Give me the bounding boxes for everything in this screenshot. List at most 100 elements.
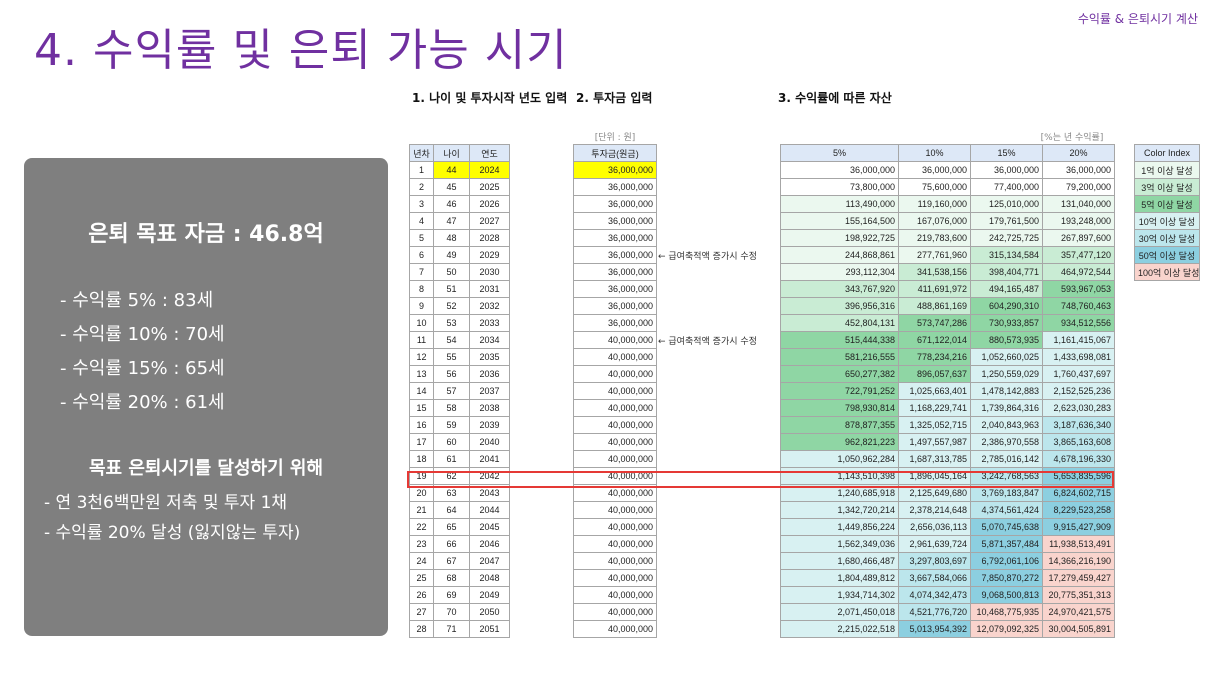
- table-cell: 934,512,556: [1042, 314, 1115, 332]
- table-cell: 2,071,450,018: [780, 603, 899, 621]
- table-row: 100억 이상 달성: [1134, 263, 1200, 281]
- table-cell: 315,134,584: [970, 246, 1043, 264]
- table-cell: 10,468,775,935: [970, 603, 1043, 621]
- table-cell: 4,374,561,424: [970, 501, 1043, 519]
- table-row: 452,804,131 573,747,286 730,933,857 934,512…: [780, 314, 1115, 332]
- table-cell: 69: [433, 586, 470, 604]
- table-cell: 2024: [469, 161, 510, 179]
- action-item: - 수익률 20% 달성 (잃지않는 투자): [44, 523, 301, 543]
- table-cell: 36,000,000: [573, 263, 657, 281]
- invest-unit: [단위 : 원]: [594, 133, 636, 143]
- table-cell: 2041: [469, 450, 510, 468]
- table-row: 1,934,714,302 4,074,342,473 9,068,500,813 2…: [780, 586, 1115, 604]
- table-cell: 12,079,092,325: [970, 620, 1043, 638]
- table-cell: 11: [409, 331, 434, 349]
- table-cell: 5,070,745,638: [970, 518, 1043, 536]
- table-cell: 4,074,342,473: [898, 586, 971, 604]
- table-cell: 4: [409, 212, 434, 230]
- table-cell: 9,068,500,813: [970, 586, 1043, 604]
- table-cell: 22: [409, 518, 434, 536]
- table-cell: 9,915,427,909: [1042, 518, 1115, 536]
- table-cell: 11,938,513,491: [1042, 535, 1115, 553]
- table-row: 40,000,000: [573, 348, 657, 366]
- table-row: 36,000,000: [573, 314, 657, 332]
- table-row: 198,922,725 219,783,600 242,725,725 267,897…: [780, 229, 1115, 247]
- table-cell: 244,868,861: [780, 246, 899, 264]
- legend-item: 10억 이상 달성: [1134, 212, 1200, 230]
- table-cell: 2040: [469, 433, 510, 451]
- col-header: 연도: [469, 144, 510, 162]
- table-cell: 2051: [469, 620, 510, 638]
- table-cell: 2025: [469, 178, 510, 196]
- table-cell: 2045: [469, 518, 510, 536]
- table-cell: 12: [409, 348, 434, 366]
- table-cell: 2,386,970,558: [970, 433, 1043, 451]
- table-cell: 1,050,962,284: [780, 450, 899, 468]
- table-cell: 4,521,776,720: [898, 603, 971, 621]
- table-cell: 57: [433, 382, 470, 400]
- table-cell: 36,000,000: [898, 161, 971, 179]
- table-cell: 14: [409, 382, 434, 400]
- action-list: - 연 3천6백만원 저축 및 투자 1채 - 수익률 20% 달성 (잃지않는…: [44, 488, 300, 548]
- table-cell: 396,956,316: [780, 297, 899, 315]
- rate-list: - 수익률 5% : 83세 - 수익률 10% : 70세 - 수익률 15%…: [60, 284, 225, 420]
- table-cell: 2035: [469, 348, 510, 366]
- table-cell: 193,248,000: [1042, 212, 1115, 230]
- table-cell: 2046: [469, 535, 510, 553]
- table-row: 113,490,000 119,160,000 125,010,000 131,040…: [780, 195, 1115, 213]
- invest-note: ← 급여축적액 증가시 수정: [658, 337, 757, 347]
- table-cell: 1,760,437,697: [1042, 365, 1115, 383]
- table-cell: 49: [433, 246, 470, 264]
- table-cell: 40,000,000: [573, 348, 657, 366]
- table-row: 3억 이상 달성: [1134, 178, 1200, 196]
- table-row: 40,000,000: [573, 569, 657, 587]
- table-cell: 65: [433, 518, 470, 536]
- table-cell: 357,477,120: [1042, 246, 1115, 264]
- table-cell: 1,497,557,987: [898, 433, 971, 451]
- table-cell: 28: [409, 620, 434, 638]
- table-cell: 1,342,720,214: [780, 501, 899, 519]
- table-row: 25 68 2048: [409, 569, 510, 587]
- invest-note: ← 급여축적액 증가시 수정: [658, 252, 757, 262]
- table-row: 1,804,489,812 3,667,584,066 7,850,870,272 1…: [780, 569, 1115, 587]
- table-cell: 2029: [469, 246, 510, 264]
- table-cell: 25: [409, 569, 434, 587]
- table-cell: 36,000,000: [780, 161, 899, 179]
- table-row: 40,000,000: [573, 331, 657, 349]
- legend-item: 1억 이상 달성: [1134, 161, 1200, 179]
- table-row: 5 48 2028: [409, 229, 510, 247]
- table-cell: 3: [409, 195, 434, 213]
- legend-item: 100억 이상 달성: [1134, 263, 1200, 281]
- table-row: 650,277,382 896,057,637 1,250,559,029 1,760…: [780, 365, 1115, 383]
- table-cell: 650,277,382: [780, 365, 899, 383]
- action-item: - 연 3천6백만원 저축 및 투자 1채: [44, 493, 288, 513]
- rate-unit: [%는 년 수익률]: [1040, 133, 1104, 143]
- table-cell: 2,040,843,963: [970, 416, 1043, 434]
- table-row: 1,680,466,487 3,297,803,697 6,792,061,106 1…: [780, 552, 1115, 570]
- table-cell: 40,000,000: [573, 450, 657, 468]
- table-row: 40,000,000: [573, 416, 657, 434]
- table-cell: 40,000,000: [573, 603, 657, 621]
- table-cell: 45: [433, 178, 470, 196]
- legend-item: 3억 이상 달성: [1134, 178, 1200, 196]
- table-cell: 488,861,169: [898, 297, 971, 315]
- table-cell: 113,490,000: [780, 195, 899, 213]
- table-cell: 962,821,223: [780, 433, 899, 451]
- table-row: 8 51 2031: [409, 280, 510, 298]
- table-cell: 2027: [469, 212, 510, 230]
- table-cell: 15: [409, 399, 434, 417]
- table-cell: 2: [409, 178, 434, 196]
- table-row: 15 58 2038: [409, 399, 510, 417]
- table-row: 4 47 2027: [409, 212, 510, 230]
- table-cell: 21: [409, 501, 434, 519]
- table-cell: 464,972,544: [1042, 263, 1115, 281]
- rate-item: - 수익률 10% : 70세: [60, 324, 225, 345]
- table-cell: 1,052,660,025: [970, 348, 1043, 366]
- table-cell: 70: [433, 603, 470, 621]
- table-row: 36,000,000: [573, 246, 657, 264]
- table-row: 6 49 2029: [409, 246, 510, 264]
- table-cell: 36,000,000: [970, 161, 1043, 179]
- table-cell: 77,400,000: [970, 178, 1043, 196]
- col-header: 투자금(원금): [573, 144, 657, 162]
- table-cell: 36,000,000: [573, 314, 657, 332]
